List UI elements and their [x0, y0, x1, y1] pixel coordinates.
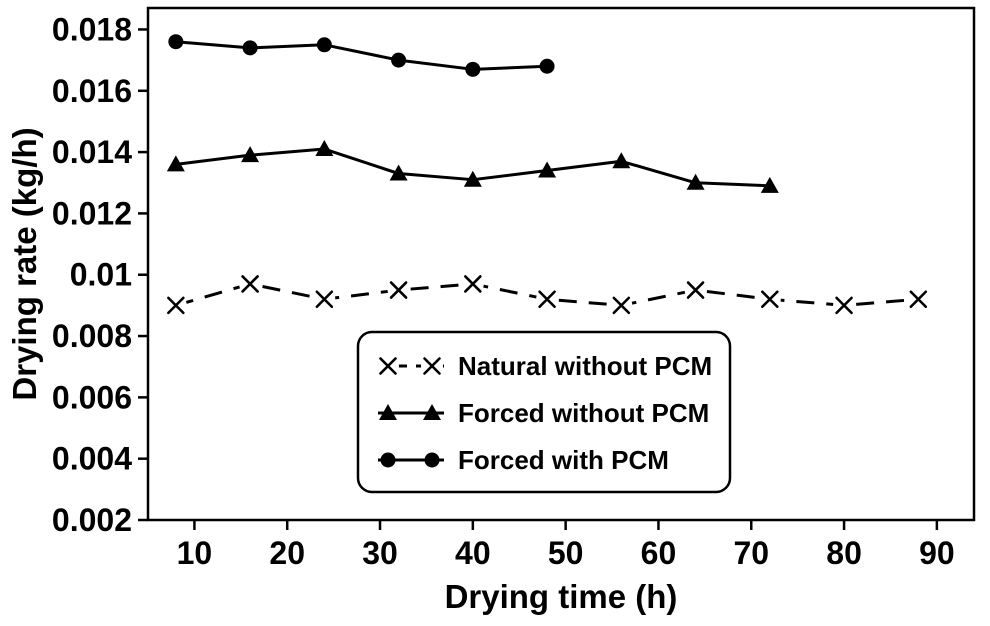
x-axis-tick-label: 50: [548, 535, 584, 571]
triangle-marker: [241, 146, 260, 163]
legend-circle-marker: [380, 452, 396, 468]
y-axis-tick-label: 0.016: [52, 73, 132, 109]
x-axis-tick-label: 40: [455, 535, 491, 571]
y-axis-tick-label: 0.002: [52, 502, 132, 538]
x-marker: [761, 290, 779, 309]
x-marker: [241, 275, 259, 293]
legend-x-marker: [423, 357, 441, 375]
y-axis-tick-label: 0.014: [52, 134, 132, 170]
x-marker: [167, 296, 185, 315]
legend-entry-3: Forced with PCM: [378, 445, 669, 475]
y-axis-tick-label: 0.008: [52, 318, 132, 354]
triangle-marker: [760, 176, 779, 193]
x-axis-tick-label: 70: [733, 535, 769, 571]
series-forced-without-pcm: [166, 140, 779, 193]
legend: Natural without PCM Forced without PCM For…: [356, 330, 732, 494]
triangle-marker: [538, 161, 557, 178]
x-axis-title: Drying time (h): [445, 578, 678, 615]
x-axis-tick-label: 10: [177, 535, 213, 571]
series-line-natural-without-pcm: [175, 282, 919, 307]
x-axis-tick-label: 60: [641, 535, 677, 571]
x-axis-tick-label: 80: [826, 535, 862, 571]
legend-label: Natural without PCM: [458, 351, 712, 381]
triangle-marker: [315, 140, 334, 157]
legend-entry-1: Natural without PCM: [377, 351, 712, 381]
x-axis-tick-label: 30: [362, 535, 398, 571]
y-axis-tick-label: 0.018: [52, 11, 132, 47]
legend-label: Forced with PCM: [458, 445, 669, 475]
legend-circle-marker: [424, 452, 440, 468]
legend-x-marker: [379, 357, 397, 375]
legend-triangle-marker: [423, 404, 441, 420]
y-axis-tick-label: 0.004: [52, 441, 132, 477]
legend-triangle-marker: [379, 404, 397, 420]
y-axis-tick-label: 0.01: [70, 257, 132, 293]
series-line-forced-with-pcm: [175, 40, 548, 71]
circle-marker: [316, 37, 332, 53]
series-natural-without-pcm: [164, 272, 930, 317]
triangle-marker: [686, 173, 705, 190]
triangle-marker: [612, 152, 631, 169]
y-axis-tick-label: 0.012: [52, 195, 132, 231]
x-marker: [909, 290, 928, 309]
x-marker: [389, 281, 408, 299]
x-marker: [464, 275, 482, 293]
plot-frame: [146, 6, 976, 522]
triangle-marker: [463, 170, 482, 187]
legend-label: Forced without PCM: [458, 398, 709, 428]
x-marker: [686, 281, 705, 299]
x-marker: [612, 296, 631, 315]
legend-box: [356, 330, 732, 494]
y-axis-title: Drying rate (kg/h): [6, 127, 43, 400]
x-marker: [835, 296, 853, 315]
circle-marker: [539, 58, 555, 74]
circle-marker: [465, 61, 481, 77]
circle-marker: [242, 40, 258, 56]
circle-marker: [168, 34, 184, 50]
circle-marker: [391, 52, 407, 68]
triangle-marker: [166, 155, 185, 172]
legend-entry-2: Forced without PCM: [378, 398, 709, 428]
series-forced-with-pcm: [168, 34, 555, 77]
x-axis-tick-label: 90: [919, 535, 955, 571]
x-marker: [315, 290, 334, 309]
x-axis-tick-label: 20: [269, 535, 305, 571]
x-marker: [538, 290, 556, 309]
triangle-marker: [389, 164, 408, 181]
y-axis-tick-label: 0.006: [52, 379, 132, 415]
